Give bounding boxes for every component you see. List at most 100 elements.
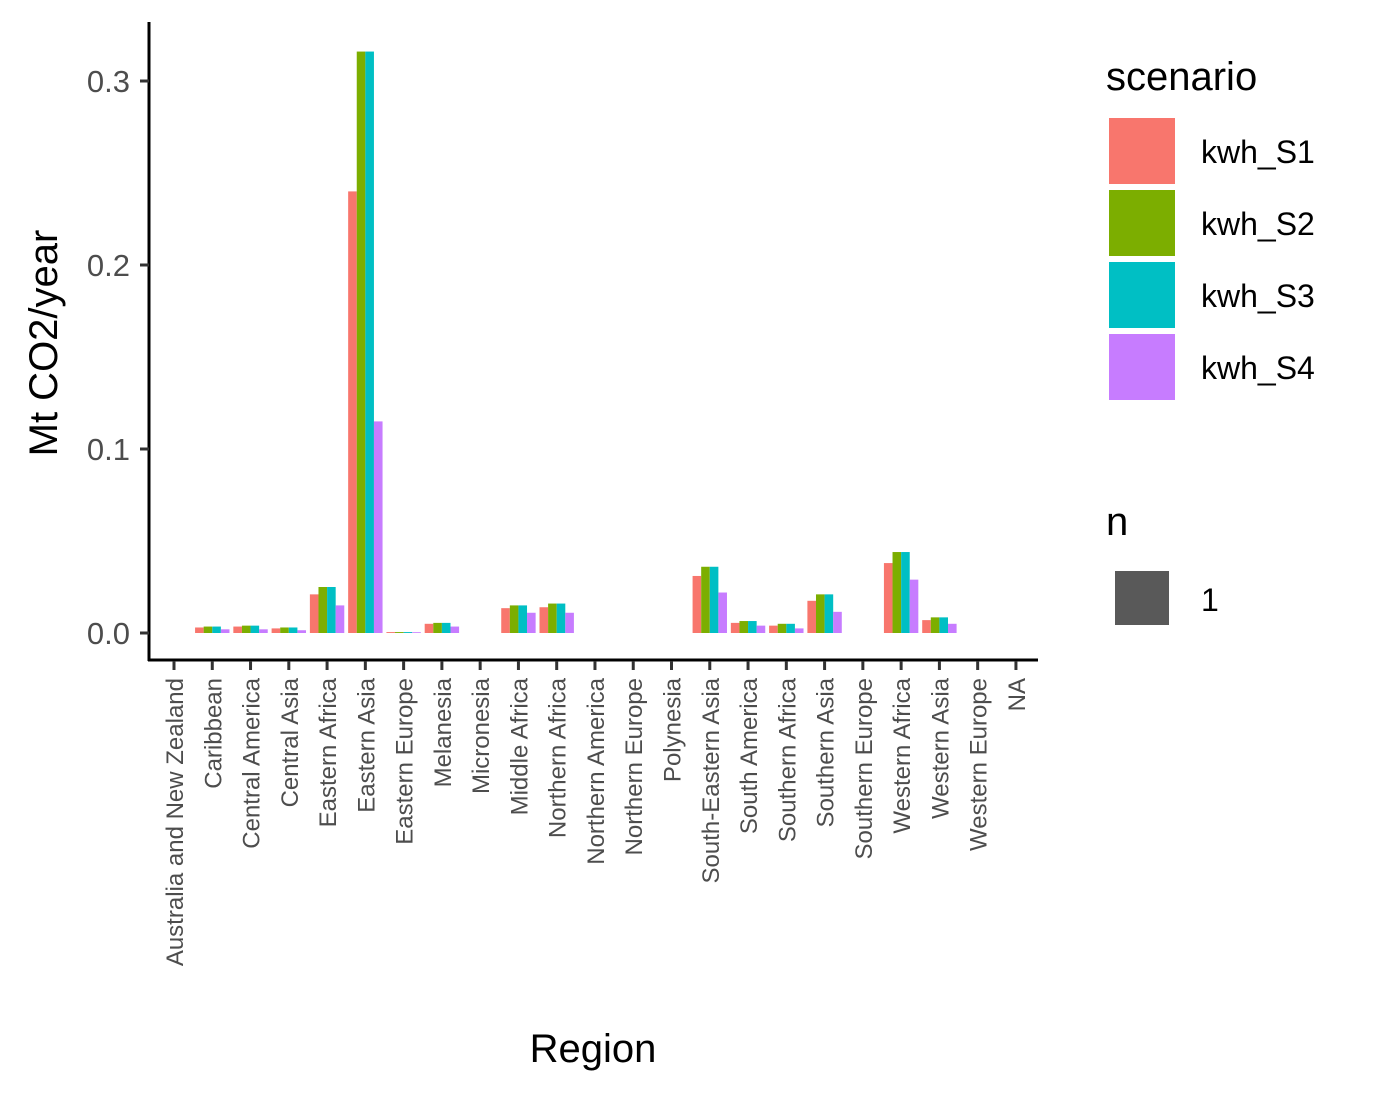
bar <box>756 625 766 633</box>
bar <box>348 191 357 633</box>
bar <box>883 563 893 633</box>
legend-swatch <box>1109 190 1175 256</box>
bar <box>327 587 336 633</box>
legend-label: kwh_S2 <box>1201 206 1315 242</box>
bar <box>769 625 778 633</box>
bar <box>250 625 260 633</box>
legend-title-scenario: scenario <box>1106 55 1257 99</box>
y-tick-label: 0.2 <box>87 248 130 283</box>
bar <box>794 628 804 633</box>
bar <box>212 626 221 633</box>
bar <box>548 603 557 633</box>
legend-scenario-items: kwh_S1 kwh_S2 kwh_S3 kwh_S4 <box>1109 118 1315 400</box>
bar <box>195 627 204 633</box>
bar <box>709 566 719 633</box>
bar <box>450 626 460 633</box>
y-ticks: 0.0 0.1 0.2 0.3 <box>87 64 149 651</box>
x-tick-label: Australia and New Zealand <box>162 678 189 966</box>
bar <box>777 623 787 633</box>
legend-label: kwh_S4 <box>1201 350 1315 386</box>
x-tick-label: South America <box>736 677 763 834</box>
bar <box>939 617 948 633</box>
x-tick-label: Polynesia <box>660 677 687 782</box>
x-tick-label: Western Africa <box>889 677 916 833</box>
bars <box>195 51 957 634</box>
legend-swatch-n <box>1115 571 1169 625</box>
bar <box>807 600 816 633</box>
bar <box>233 626 242 633</box>
x-tick-label: Southern Asia <box>813 677 840 827</box>
bar <box>220 629 230 633</box>
x-tick-label: Northern Europe <box>621 678 648 855</box>
x-tick-label: Western Europe <box>966 678 993 851</box>
bar <box>395 632 404 633</box>
bar <box>539 607 549 633</box>
bar <box>556 603 566 633</box>
bar <box>318 587 328 633</box>
legend-label-n: 1 <box>1201 582 1219 618</box>
legend-swatch <box>1109 262 1175 328</box>
bar <box>901 552 910 633</box>
x-tick-label: Eastern Africa <box>315 677 342 827</box>
bar <box>356 51 366 634</box>
bar <box>730 622 740 633</box>
bar <box>424 623 434 633</box>
legend-swatch <box>1109 334 1175 400</box>
bar <box>833 611 842 633</box>
bar <box>718 592 727 633</box>
legend-label: kwh_S1 <box>1201 134 1315 170</box>
bar <box>373 421 383 633</box>
bar <box>930 617 940 633</box>
x-ticks: Australia and New Zealand Caribbean Centra… <box>162 661 1031 966</box>
bar <box>297 630 307 633</box>
x-tick-label: Southern Africa <box>774 677 801 842</box>
bar <box>815 594 825 633</box>
x-tick-label: Southern Europe <box>851 678 878 859</box>
bar <box>433 622 442 633</box>
x-tick-label: Melanesia <box>430 677 457 787</box>
x-tick-label: Northern America <box>583 677 610 864</box>
bar <box>909 579 919 633</box>
bar <box>692 575 702 633</box>
y-tick-label: 0.1 <box>87 432 130 467</box>
bar <box>501 608 510 633</box>
bar <box>386 632 396 633</box>
bar <box>335 605 345 633</box>
legend-swatch <box>1109 118 1175 184</box>
x-tick-label: Northern Africa <box>545 677 572 838</box>
bar <box>241 625 251 633</box>
y-tick-label: 0.3 <box>87 64 130 99</box>
bar <box>527 612 536 633</box>
x-tick-label: Eastern Europe <box>392 678 419 845</box>
y-axis-title: Mt CO2/year <box>22 230 66 457</box>
bar <box>824 594 834 633</box>
x-tick-label: Caribbean <box>200 678 227 789</box>
bar <box>309 594 319 633</box>
bar <box>280 627 289 633</box>
x-tick-label: South-Eastern Asia <box>698 677 725 883</box>
legend-n-items: 1 <box>1115 571 1219 625</box>
x-tick-label: NA <box>1004 678 1031 711</box>
legend-label: kwh_S3 <box>1201 278 1315 314</box>
bar <box>701 566 710 633</box>
bar <box>748 621 757 633</box>
bar <box>441 622 451 633</box>
bar <box>922 620 931 633</box>
bar <box>412 632 421 633</box>
bar <box>203 626 213 633</box>
x-tick-label: Middle Africa <box>506 677 533 815</box>
x-tick-label: Micronesia <box>468 677 495 794</box>
bar <box>565 612 574 633</box>
x-tick-label: Western Asia <box>927 677 954 819</box>
bar <box>259 629 268 633</box>
bar <box>892 552 902 633</box>
bar <box>271 628 281 633</box>
bar <box>739 621 749 633</box>
legend: scenario kwh_S1 kwh_S2 kwh_S3 kwh_S4 n 1 <box>1106 55 1315 625</box>
bar <box>518 605 528 633</box>
x-tick-label: Eastern Asia <box>353 677 380 812</box>
x-axis-title: Region <box>530 1027 657 1071</box>
bar <box>403 632 413 633</box>
bar <box>288 627 298 633</box>
